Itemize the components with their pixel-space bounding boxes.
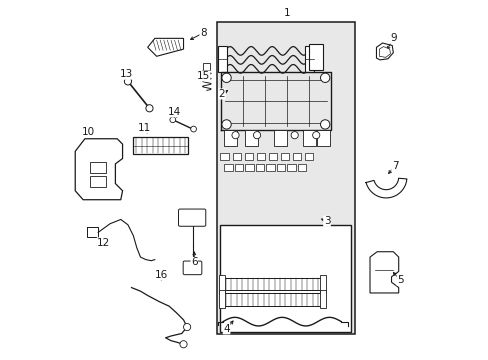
Bar — [256, 153, 264, 160]
Text: 14: 14 — [167, 107, 181, 117]
Bar — [234, 164, 243, 171]
Bar — [308, 44, 323, 69]
Text: 6: 6 — [191, 257, 197, 267]
FancyBboxPatch shape — [183, 261, 202, 275]
Circle shape — [222, 73, 231, 82]
Bar — [316, 130, 329, 146]
Polygon shape — [376, 43, 392, 60]
Text: 1: 1 — [284, 8, 290, 18]
Circle shape — [145, 105, 153, 112]
Bar — [220, 225, 350, 332]
Text: 15: 15 — [196, 71, 209, 81]
Bar — [255, 164, 264, 171]
Bar — [216, 22, 354, 334]
Polygon shape — [369, 252, 398, 293]
Circle shape — [320, 120, 329, 129]
Circle shape — [183, 323, 190, 330]
Circle shape — [190, 126, 196, 132]
Bar — [223, 293, 321, 306]
Bar — [273, 130, 286, 146]
Circle shape — [290, 132, 298, 139]
Text: 8: 8 — [200, 28, 206, 38]
Bar — [244, 153, 253, 160]
Text: 10: 10 — [82, 127, 95, 136]
Circle shape — [253, 132, 260, 139]
Text: 13: 13 — [120, 69, 133, 79]
Polygon shape — [366, 178, 406, 198]
Circle shape — [169, 117, 175, 123]
Text: 5: 5 — [396, 275, 403, 285]
Text: 3: 3 — [323, 216, 329, 226]
Bar — [319, 275, 325, 293]
Text: 7: 7 — [391, 161, 398, 171]
Bar — [305, 45, 313, 72]
Text: 4: 4 — [223, 324, 229, 334]
Bar — [304, 153, 313, 160]
Text: 12: 12 — [97, 238, 110, 248]
Circle shape — [312, 132, 319, 139]
Bar — [268, 153, 277, 160]
Polygon shape — [75, 139, 122, 200]
Bar — [219, 290, 224, 308]
Bar — [297, 164, 305, 171]
Bar — [244, 130, 258, 146]
Text: 11: 11 — [137, 123, 150, 133]
Polygon shape — [87, 227, 98, 237]
Polygon shape — [147, 39, 183, 56]
Bar — [223, 278, 321, 291]
Bar — [232, 153, 241, 160]
Bar — [265, 164, 274, 171]
Circle shape — [180, 341, 187, 348]
Bar — [223, 130, 236, 146]
Bar — [220, 153, 228, 160]
Text: 9: 9 — [389, 33, 396, 43]
Bar — [302, 130, 315, 146]
Circle shape — [320, 73, 329, 82]
Text: 16: 16 — [154, 270, 167, 280]
Circle shape — [124, 78, 131, 85]
Bar — [244, 164, 253, 171]
Polygon shape — [379, 46, 389, 57]
Bar — [219, 275, 224, 293]
Bar — [89, 162, 105, 173]
Bar — [224, 164, 232, 171]
Bar — [292, 153, 301, 160]
Bar — [319, 290, 325, 308]
Bar — [276, 164, 285, 171]
Text: 2: 2 — [218, 89, 225, 99]
FancyBboxPatch shape — [178, 209, 205, 226]
Circle shape — [222, 120, 231, 129]
Circle shape — [231, 132, 239, 139]
Bar — [132, 137, 188, 154]
Bar — [203, 63, 210, 69]
Bar — [218, 45, 226, 72]
Bar — [280, 153, 289, 160]
Bar — [89, 176, 105, 187]
Bar — [286, 164, 295, 171]
